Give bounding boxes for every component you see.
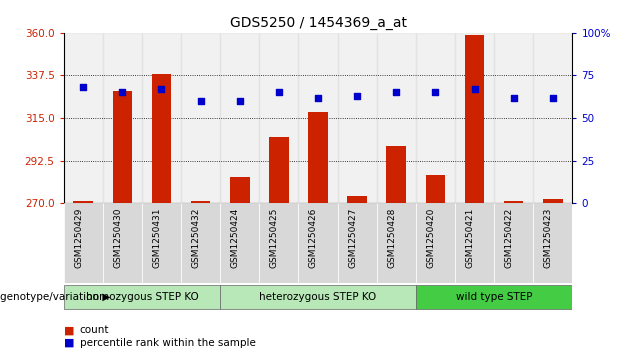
Bar [416,33,455,203]
Text: count: count [80,325,109,335]
Bar [455,203,494,283]
Bar [181,33,220,203]
Bar [416,285,572,309]
Text: heterozygous STEP KO: heterozygous STEP KO [259,292,377,302]
Bar [298,33,338,203]
Bar [113,91,132,203]
Point [117,89,127,95]
Bar [142,33,181,203]
Text: ■: ■ [64,325,74,335]
Point [352,93,363,99]
Bar [142,203,181,283]
Text: GSM1250430: GSM1250430 [113,207,122,268]
Bar [298,203,338,283]
Bar [64,285,220,309]
Bar [455,33,494,203]
Bar [504,201,523,203]
Text: homozygous STEP KO: homozygous STEP KO [85,292,198,302]
Bar [425,175,445,203]
Text: GSM1250424: GSM1250424 [231,207,240,268]
Bar [181,203,220,283]
Text: GSM1250428: GSM1250428 [387,207,396,268]
Text: genotype/variation ▶: genotype/variation ▶ [0,292,111,302]
Point [509,95,519,101]
Bar [220,285,416,309]
Text: GSM1250426: GSM1250426 [309,207,318,268]
Title: GDS5250 / 1454369_a_at: GDS5250 / 1454369_a_at [230,16,406,30]
Text: GSM1250421: GSM1250421 [466,207,474,268]
Bar [191,201,211,203]
Bar [269,137,289,203]
Bar [220,33,259,203]
Point [273,89,284,95]
Text: GSM1250431: GSM1250431 [153,207,162,268]
Point [431,89,441,95]
Text: percentile rank within the sample: percentile rank within the sample [80,338,256,348]
Bar [151,74,171,203]
Point [195,98,205,104]
Bar [465,34,485,203]
Bar [220,203,259,283]
Bar [377,33,416,203]
Bar [338,33,377,203]
Bar [64,33,103,203]
Bar [387,146,406,203]
Bar [308,112,328,203]
Bar [347,196,367,203]
Point [156,86,167,92]
Bar [64,203,103,283]
Bar [73,201,93,203]
Point [78,84,88,90]
Text: GSM1250427: GSM1250427 [348,207,357,268]
Text: GSM1250420: GSM1250420 [426,207,436,268]
Bar [103,203,142,283]
Bar [259,203,298,283]
Bar [230,177,249,203]
Point [391,89,401,95]
Text: GSM1250423: GSM1250423 [544,207,553,268]
Text: wild type STEP: wild type STEP [456,292,532,302]
Point [313,95,323,101]
Bar [494,203,533,283]
Bar [103,33,142,203]
Text: GSM1250425: GSM1250425 [270,207,279,268]
Bar [533,203,572,283]
Bar [416,203,455,283]
Text: ■: ■ [64,338,74,348]
Text: GSM1250429: GSM1250429 [74,207,83,268]
Bar [377,203,416,283]
Bar [494,33,533,203]
Bar [533,33,572,203]
Point [548,95,558,101]
Bar [338,203,377,283]
Bar [259,33,298,203]
Text: GSM1250432: GSM1250432 [191,207,200,268]
Bar [543,200,563,203]
Point [469,86,480,92]
Point [235,98,245,104]
Text: GSM1250422: GSM1250422 [505,207,514,268]
